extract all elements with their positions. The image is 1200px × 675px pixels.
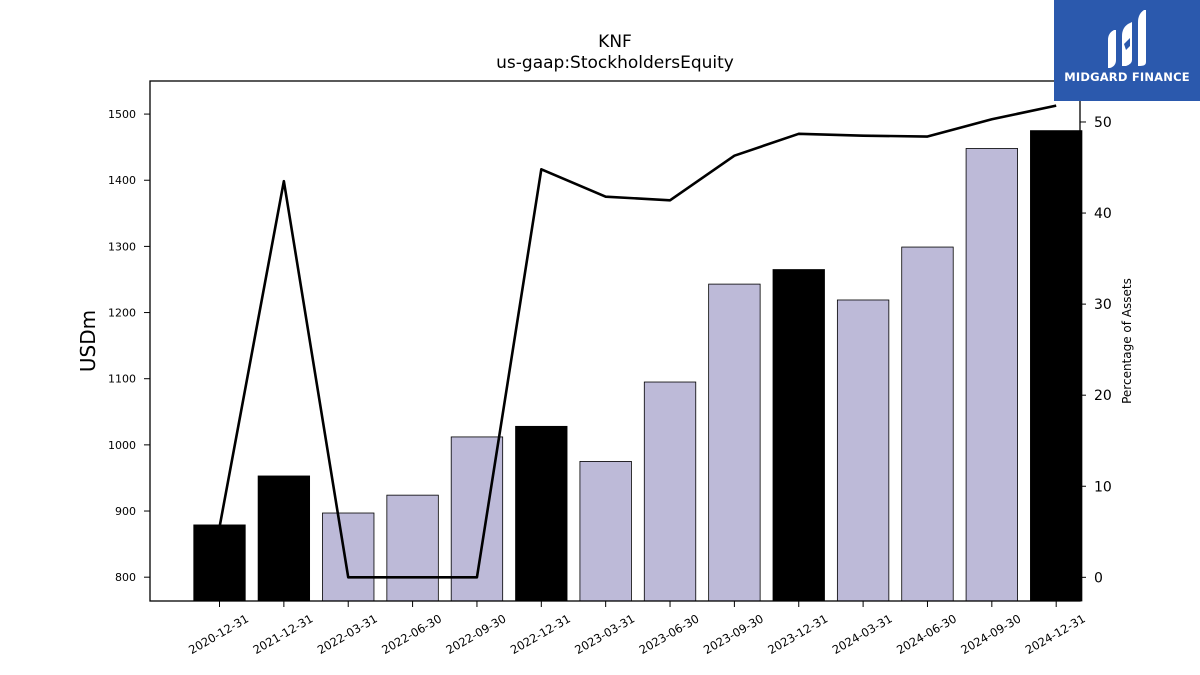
x-tick-label: 2022-12-31 [508,611,573,657]
bar [643,381,697,602]
bar [1030,130,1083,602]
y-tick-label: 1100 [108,373,136,386]
y2-tick-label: 20 [1094,388,1112,404]
logo-text: MIDGARD FINANCE [1064,70,1190,84]
y-tick-label: 1300 [108,240,136,253]
bar [322,512,375,602]
y2-tick-label: 40 [1094,206,1112,222]
y-tick-label: 900 [115,505,136,518]
y-tick-label: 1400 [108,174,136,187]
bar [965,148,1018,602]
bar [257,475,311,602]
chart-title: KNF [598,32,632,52]
x-tick-label: 2023-09-30 [701,611,766,657]
x-tick-label: 2022-03-31 [315,611,380,657]
y2-tick-label: 30 [1094,297,1112,313]
x-tick-label: 2022-09-30 [444,611,509,657]
bar [836,299,890,602]
x-tick-label: 2024-09-30 [958,611,1023,657]
x-tick-label: 2024-12-31 [1023,611,1088,657]
x-tick-label: 2023-06-30 [637,611,702,657]
x-tick-label: 2021-12-31 [250,611,315,657]
y-tick-label: 1000 [108,439,136,452]
y-tick-label: 1500 [108,108,136,121]
y-tick-label: 800 [115,571,136,584]
x-tick-label: 2024-03-31 [830,611,895,657]
bar [772,269,825,602]
bar [708,283,761,602]
x-tick-label: 2023-12-31 [765,611,830,657]
plot-frame [149,80,1081,602]
x-tick-label: 2023-03-31 [572,611,637,657]
y2-axis-label: Percentage of Assets [1120,278,1134,404]
x-tick-label: 2020-12-31 [186,611,251,657]
x-tick-label: 2024-06-30 [894,611,959,657]
y2-tick-label: 50 [1094,115,1112,131]
chart-subtitle: us-gaap:StockholdersEquity [496,53,734,73]
bar [579,461,632,602]
y-tick-label: 1200 [108,307,136,320]
x-tick-label: 2022-06-30 [379,611,444,657]
bar [901,246,954,602]
percentage-line [218,104,1057,579]
bar [193,524,246,602]
y-axis-label: USDm [76,310,100,372]
bar [515,425,568,602]
chart-title-block: KNF us-gaap:StockholdersEquity [150,32,1080,74]
y2-tick-label: 0 [1094,570,1103,586]
logo-mark-icon [1108,10,1146,68]
midgard-finance-logo: MIDGARD FINANCE [1054,0,1200,101]
y2-tick-label: 10 [1094,479,1112,495]
bar [386,494,439,602]
